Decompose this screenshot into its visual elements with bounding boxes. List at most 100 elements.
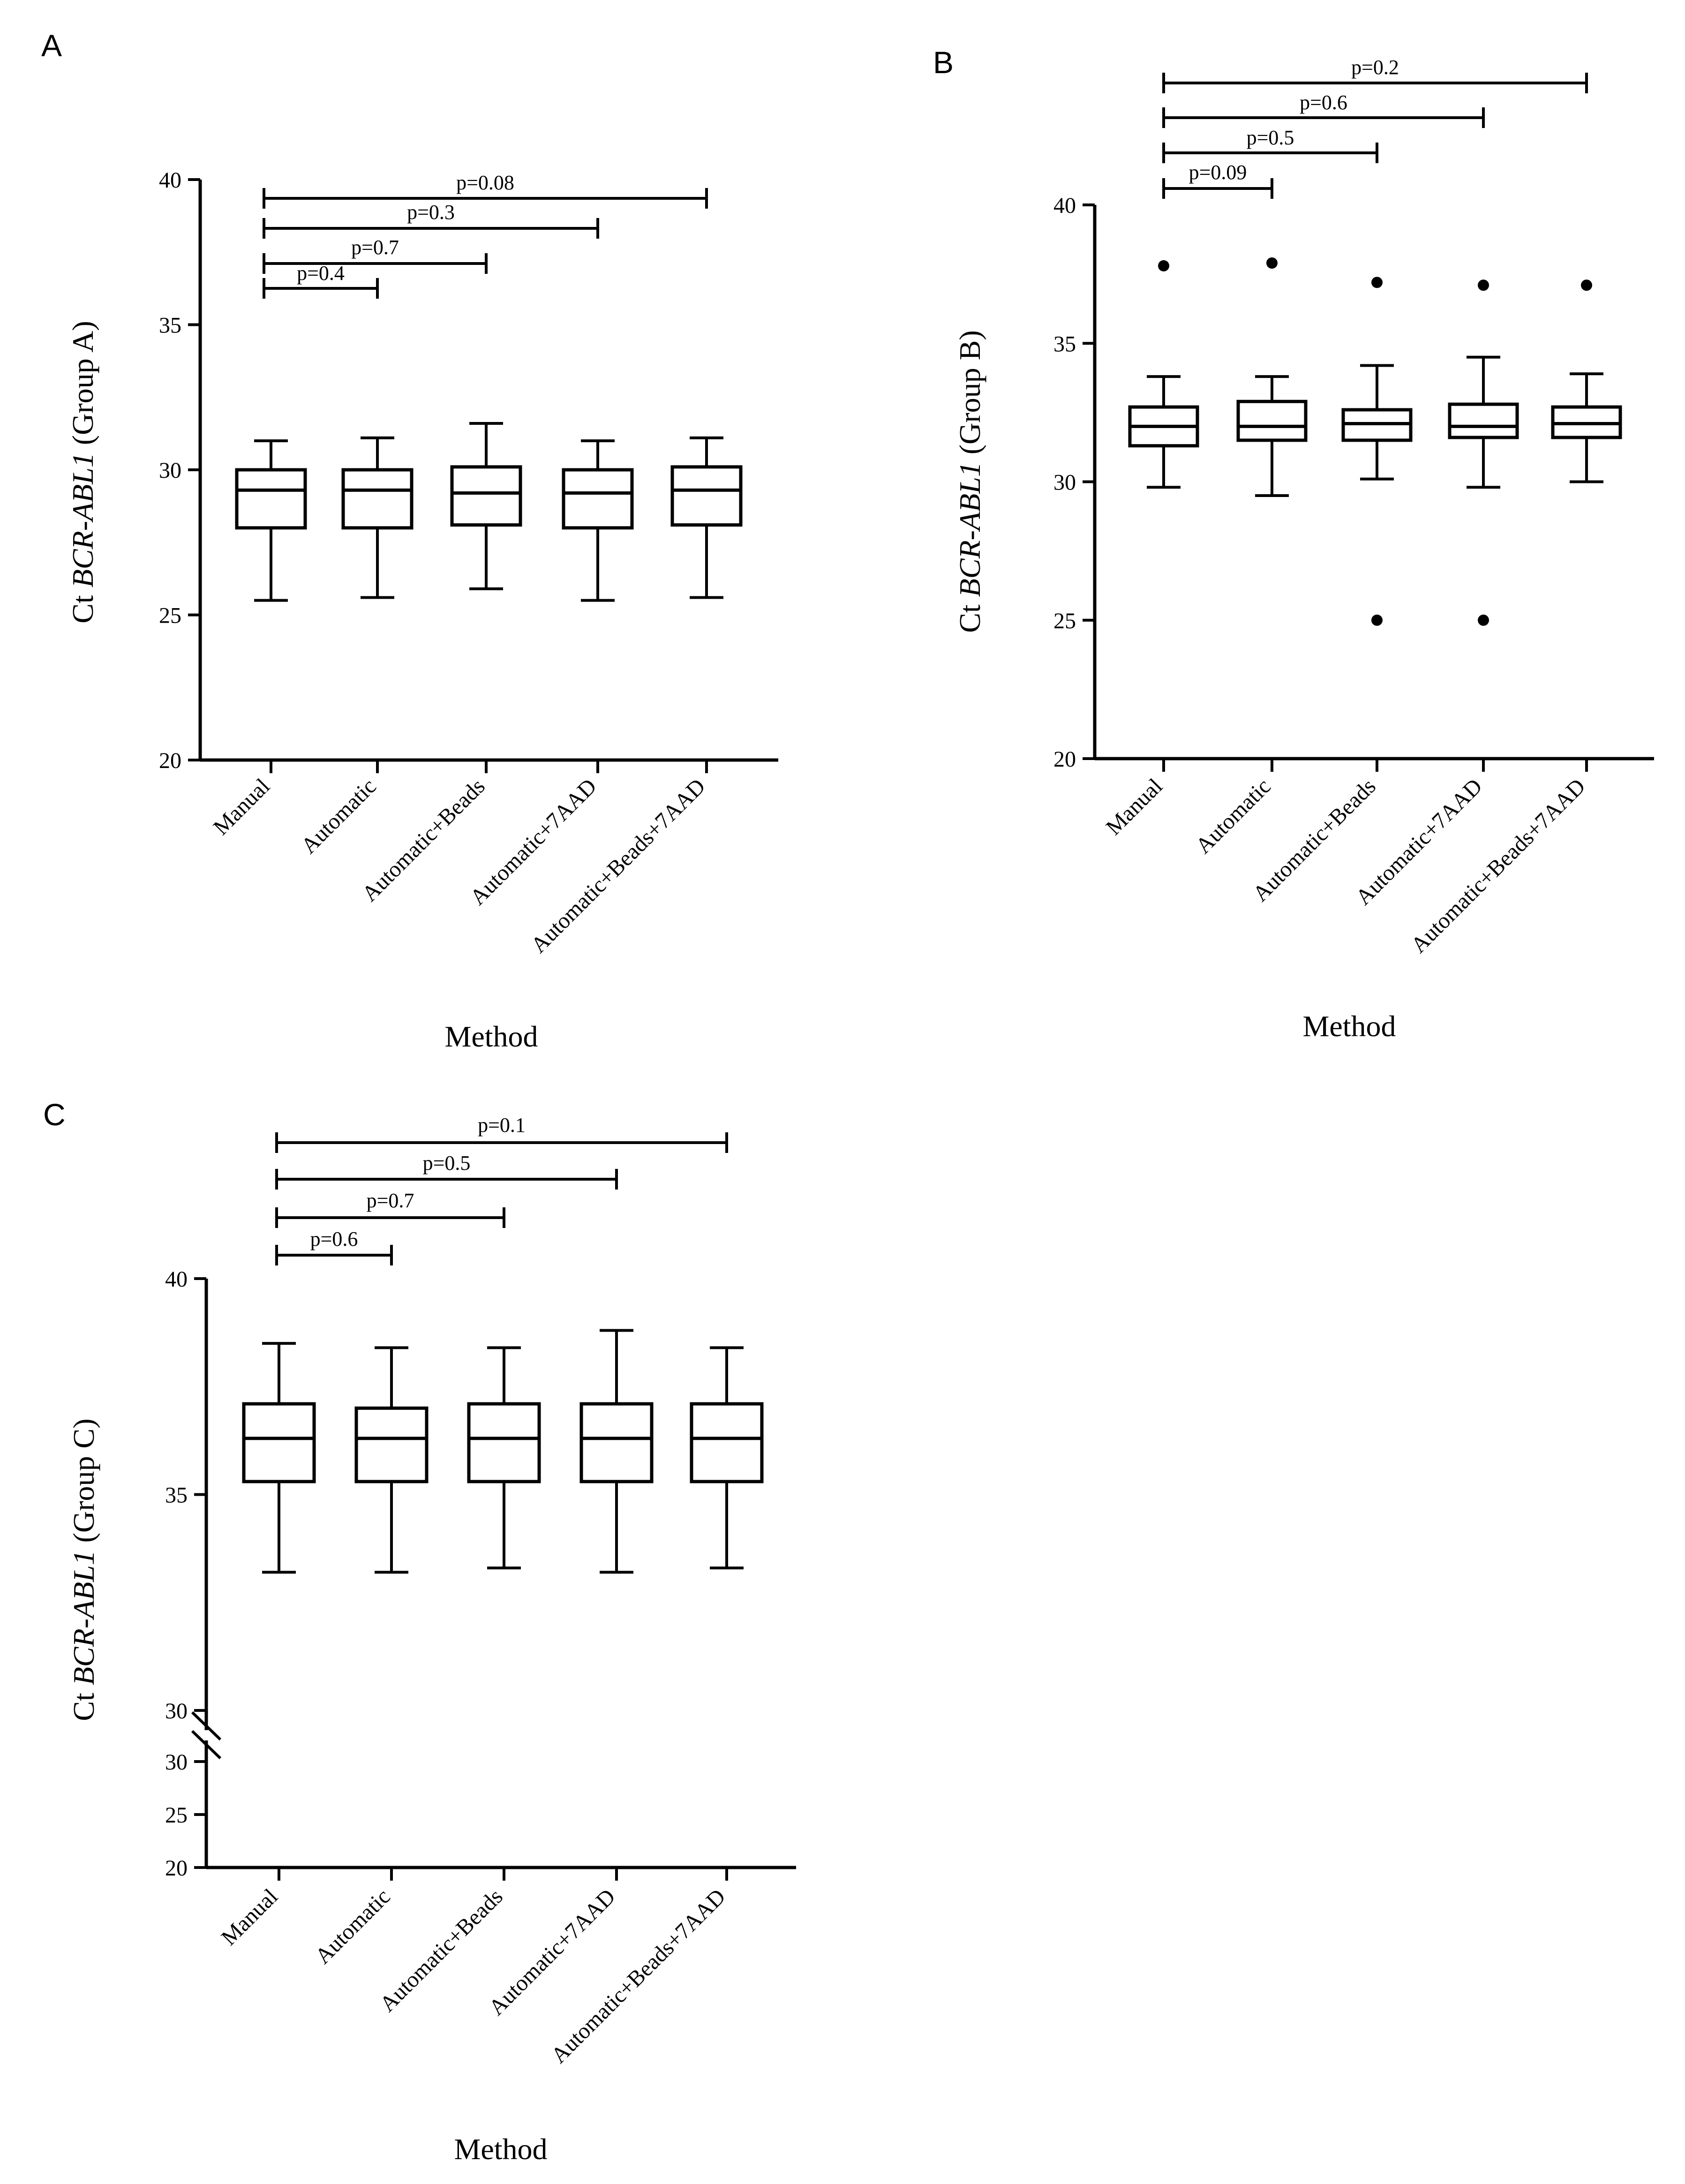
- box-1: [235, 439, 307, 602]
- x-tick-label: Automatic: [296, 774, 381, 859]
- y-tick-label: 20: [1053, 747, 1076, 772]
- x-axis-title: Method: [454, 2132, 547, 2166]
- panel-a: A 20 25 30 35 40 Ct BCR-ABL1 (Group A) Manual Au…: [41, 28, 778, 1053]
- y-axis-title-prefix: Ct: [67, 1685, 100, 1721]
- outlier-point: [1158, 260, 1169, 271]
- y-axis-title-prefix: Ct: [66, 587, 99, 623]
- x-tick-label: Automatic+Beads+7AAD: [1406, 774, 1590, 957]
- x-tick-label: Automatic+Beads: [375, 1884, 508, 2017]
- outlier-point: [1371, 614, 1383, 626]
- y-axis-title-suffix: (Group B): [953, 330, 986, 462]
- x-tick-label: Manual: [217, 1884, 283, 1950]
- iqr-box: [579, 1402, 654, 1484]
- comparison-bracket: p=0.1: [275, 1114, 728, 1153]
- y-tick-label: 40: [165, 1267, 188, 1292]
- y-tick-label: 35: [159, 313, 181, 338]
- p-value-label: p=0.2: [1351, 56, 1399, 79]
- x-axis-title: Method: [444, 1020, 538, 1053]
- y-axis-title-gene: BCR-ABL1: [66, 452, 99, 587]
- y-axis-title-gene: BCR-ABL1: [953, 462, 986, 597]
- y-tick-label: 35: [1053, 331, 1076, 356]
- p-value-label: p=0.3: [407, 201, 455, 224]
- axis-break-mark-lower: [191, 1730, 222, 1760]
- iqr-box: [670, 465, 743, 527]
- outlier-point: [1478, 279, 1489, 291]
- outlier-point: [1371, 277, 1383, 288]
- y-axis-title-suffix: (Group A): [66, 321, 99, 452]
- p-value-label: p=0.5: [1247, 126, 1294, 149]
- box-2: [1236, 257, 1308, 497]
- p-value-label: p=0.09: [1189, 161, 1247, 184]
- iqr-box: [690, 1402, 764, 1484]
- iqr-box: [235, 468, 307, 530]
- y-tick-label: 25: [159, 603, 181, 628]
- y-tick-label: 20: [159, 748, 181, 773]
- y-axis-title: Ct BCR-ABL1 (Group C): [67, 1418, 100, 1721]
- y-axis-title-suffix: (Group C): [67, 1418, 100, 1550]
- y-axis-title-gene: BCR-ABL1: [67, 1550, 100, 1685]
- box-4: [1448, 279, 1519, 626]
- box-4: [579, 1329, 654, 1574]
- y-tick-label: 30: [1053, 470, 1076, 495]
- x-axis-title: Method: [1302, 1009, 1396, 1043]
- iqr-box: [467, 1402, 541, 1484]
- x-tick-label: Automatic: [1191, 774, 1276, 859]
- comparison-bracket: p=0.7: [275, 1189, 505, 1228]
- y-tick-label: 25: [165, 1803, 188, 1828]
- comparison-bracket: p=0.5: [1162, 126, 1378, 163]
- box-1: [1128, 260, 1199, 489]
- p-value-label: p=0.6: [1300, 91, 1347, 114]
- comparison-bracket: p=0.6: [275, 1228, 393, 1265]
- y-tick-label: 30: [165, 1699, 188, 1724]
- p-value-label: p=0.5: [423, 1152, 471, 1175]
- comparison-bracket: p=0.2: [1162, 56, 1588, 93]
- p-value-label: p=0.1: [478, 1114, 526, 1137]
- comparison-bracket: p=0.4: [263, 262, 379, 299]
- x-tick-label: Automatic: [310, 1884, 395, 1969]
- box-2: [341, 436, 414, 599]
- box-2: [354, 1346, 429, 1574]
- box-3: [450, 422, 522, 590]
- outlier-point: [1266, 257, 1278, 269]
- iqr-box: [562, 468, 634, 530]
- iqr-box: [354, 1406, 429, 1484]
- box-1: [242, 1342, 316, 1574]
- box-3: [467, 1346, 541, 1570]
- outlier-point: [1581, 279, 1592, 291]
- comparison-bracket: p=0.08: [263, 171, 708, 209]
- x-tick-label: Automatic+Beads+7AAD: [546, 1884, 730, 2068]
- x-tick-label: Manual: [209, 774, 275, 840]
- iqr-box: [242, 1402, 316, 1484]
- box-5: [670, 436, 743, 599]
- box-4: [562, 439, 634, 602]
- axis-break-mark-upper: [191, 1711, 222, 1741]
- comparison-bracket: p=0.7: [263, 236, 488, 274]
- box-5: [690, 1346, 764, 1570]
- x-tick-label: Manual: [1101, 774, 1167, 840]
- y-tick-label: 20: [165, 1856, 188, 1881]
- y-axis-title: Ct BCR-ABL1 (Group A): [66, 321, 99, 623]
- p-value-label: p=0.08: [456, 171, 514, 194]
- x-tick-label: Automatic+Beads+7AAD: [526, 774, 710, 957]
- iqr-box: [1236, 399, 1308, 442]
- y-tick-label: 30: [165, 1750, 188, 1775]
- panel-label: B: [933, 45, 954, 80]
- box-3: [1341, 277, 1413, 626]
- comparison-bracket: p=0.3: [263, 201, 599, 239]
- y-tick-label: 40: [1053, 193, 1076, 218]
- y-tick-label: 40: [159, 168, 181, 193]
- panel-label: C: [43, 1097, 66, 1132]
- iqr-box: [1448, 402, 1519, 439]
- panel-b: B 20 25 30 35 40 Ct BCR-ABL1 (Group B) Manual Au…: [933, 45, 1654, 1043]
- outlier-point: [1478, 614, 1489, 626]
- p-value-label: p=0.4: [297, 262, 345, 285]
- box-5: [1551, 279, 1622, 483]
- y-axis-title: Ct BCR-ABL1 (Group B): [953, 330, 986, 633]
- p-value-label: p=0.6: [310, 1228, 358, 1250]
- y-axis-title-prefix: Ct: [953, 597, 986, 633]
- iqr-box: [341, 468, 414, 530]
- comparison-bracket: p=0.09: [1162, 161, 1273, 199]
- panel-c: C 20 25 30 30 35 40 Ct BCR-ABL1 (Group C) Manual…: [43, 1097, 796, 2166]
- y-tick-label: 30: [159, 458, 181, 483]
